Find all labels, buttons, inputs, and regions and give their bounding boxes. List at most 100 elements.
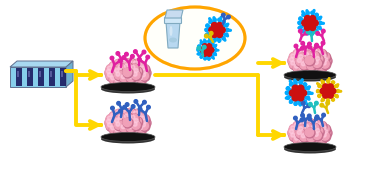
Circle shape [310,124,319,132]
Circle shape [119,109,122,113]
Circle shape [129,114,139,124]
Circle shape [297,53,306,62]
Circle shape [116,111,119,115]
Circle shape [117,102,120,105]
Ellipse shape [110,65,150,85]
Circle shape [141,118,150,127]
Circle shape [140,121,150,131]
Circle shape [316,89,319,92]
Circle shape [123,68,133,78]
Circle shape [131,105,135,108]
Circle shape [133,61,138,65]
Circle shape [311,47,322,57]
Circle shape [300,132,310,142]
Circle shape [332,81,335,84]
Circle shape [300,121,304,125]
Circle shape [114,76,124,87]
Circle shape [121,110,125,114]
Circle shape [225,24,228,27]
Circle shape [209,31,213,35]
Bar [60,68,66,86]
Circle shape [107,70,110,74]
Circle shape [140,71,149,80]
Circle shape [106,122,115,130]
Circle shape [108,73,112,77]
Circle shape [293,135,302,143]
Circle shape [312,20,318,26]
Circle shape [315,30,318,33]
Circle shape [321,132,331,142]
Circle shape [143,100,146,104]
Circle shape [305,56,315,66]
Ellipse shape [284,70,336,79]
Circle shape [107,119,110,124]
Circle shape [128,110,132,114]
Circle shape [289,132,298,140]
Circle shape [318,94,321,98]
Circle shape [301,62,305,66]
Circle shape [114,59,124,69]
Circle shape [205,28,208,32]
Polygon shape [10,67,66,87]
Circle shape [200,42,203,44]
Circle shape [306,11,309,14]
Circle shape [133,50,137,53]
Circle shape [200,48,205,53]
Circle shape [113,67,122,76]
Circle shape [322,56,330,65]
Circle shape [138,63,142,67]
Circle shape [128,60,132,64]
Circle shape [137,124,147,134]
Circle shape [116,72,120,76]
Circle shape [132,109,142,119]
Circle shape [316,128,320,132]
Ellipse shape [293,126,331,144]
Circle shape [307,48,310,52]
Circle shape [106,115,116,125]
Circle shape [317,63,327,73]
Bar [17,71,19,77]
Circle shape [320,88,326,94]
Circle shape [138,57,141,61]
Circle shape [303,51,312,59]
Circle shape [303,123,313,133]
Circle shape [131,115,135,119]
Circle shape [308,117,311,121]
Polygon shape [165,10,183,18]
Circle shape [305,47,315,57]
Circle shape [198,45,200,48]
Circle shape [317,63,325,71]
Circle shape [106,115,115,123]
Circle shape [124,64,129,68]
Circle shape [226,28,229,32]
Circle shape [292,95,298,101]
Circle shape [311,32,314,35]
Circle shape [133,122,137,126]
Circle shape [214,27,220,33]
Circle shape [198,53,200,55]
Circle shape [115,119,119,123]
Circle shape [133,67,141,76]
Circle shape [313,138,317,142]
Ellipse shape [101,85,155,94]
Circle shape [314,55,324,65]
Circle shape [115,121,124,131]
Circle shape [111,113,115,117]
Circle shape [116,128,119,132]
Circle shape [124,114,129,118]
Circle shape [301,46,304,50]
Circle shape [311,119,320,128]
Circle shape [294,64,299,68]
Circle shape [116,61,119,65]
Circle shape [301,90,307,96]
Circle shape [307,133,317,143]
Circle shape [213,39,216,42]
Ellipse shape [284,145,336,154]
Circle shape [288,128,297,137]
Circle shape [321,60,331,70]
Circle shape [295,90,301,96]
Circle shape [299,137,308,147]
Circle shape [305,65,313,74]
Circle shape [314,117,318,120]
Ellipse shape [284,143,336,152]
